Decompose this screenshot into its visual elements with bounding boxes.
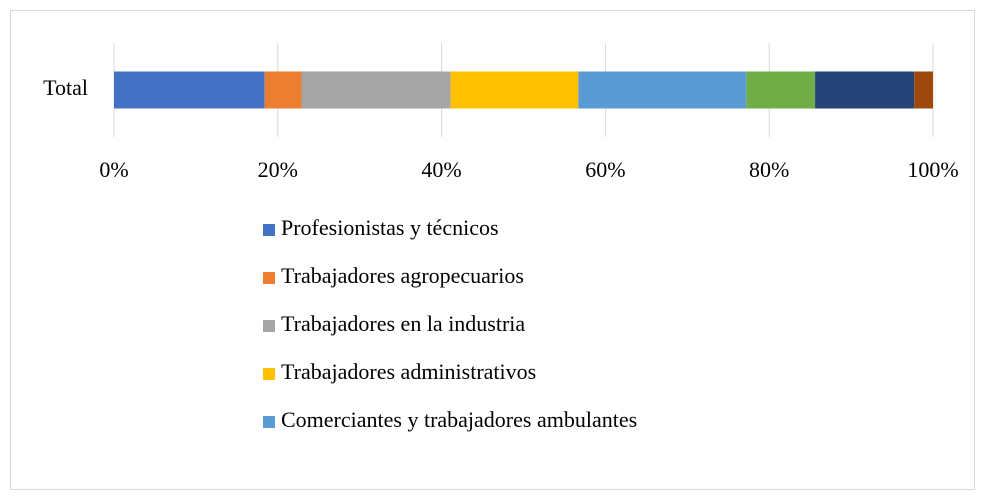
legend-label: Trabajadores en la industria xyxy=(281,311,525,336)
legend-swatch xyxy=(263,416,275,428)
legend-label: Trabajadores administrativos xyxy=(281,359,536,384)
y-tick-label: Total xyxy=(43,75,88,100)
x-tick-label: 20% xyxy=(258,157,298,182)
x-tick-label: 40% xyxy=(421,157,461,182)
bar-segment xyxy=(114,71,265,109)
bar-segment xyxy=(301,71,451,109)
legend-swatch xyxy=(263,320,275,332)
bar-segment xyxy=(450,71,579,109)
legend-label: Profesionistas y técnicos xyxy=(281,215,499,240)
x-tick-label: 0% xyxy=(99,157,128,182)
bar-segment xyxy=(746,71,816,109)
bar-segment xyxy=(914,71,933,109)
legend-swatch xyxy=(263,368,275,380)
legend-label: Comerciantes y trabajadores ambulantes xyxy=(281,407,637,432)
x-tick-label: 100% xyxy=(907,157,958,182)
legend-label: Trabajadores agropecuarios xyxy=(281,263,524,288)
legend-swatch xyxy=(263,224,275,236)
legend-swatch xyxy=(263,272,275,284)
x-tick-label: 60% xyxy=(585,157,625,182)
bar-segment xyxy=(264,71,302,109)
x-tick-label: 80% xyxy=(749,157,789,182)
bar-segment xyxy=(578,71,747,109)
bar-segment xyxy=(815,71,915,109)
